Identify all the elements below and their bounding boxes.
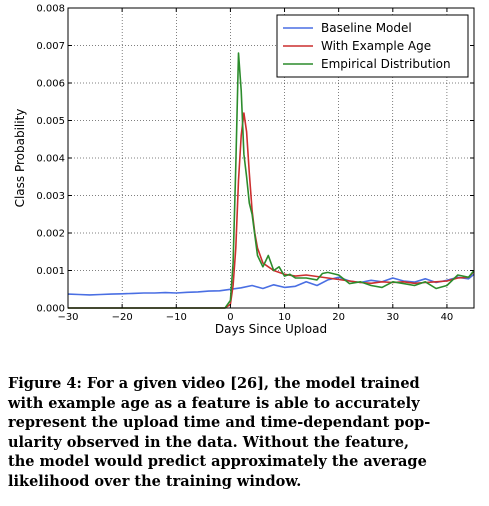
chart: −30 −20 −10 0 10 20 30 40 0.000 0.001 0.002 0.003 0.…: [13, 4, 475, 336]
caption-line: with example age as a feature is able to…: [8, 394, 420, 412]
series-line: [67, 273, 475, 296]
legend-label: Baseline Model: [321, 21, 412, 35]
y-tick-label: 0.008: [36, 4, 65, 15]
series-lines: [67, 52, 475, 309]
y-tick-label: 0.007: [36, 41, 65, 52]
x-tick-label: 40: [441, 312, 454, 323]
y-tick-label: 0.004: [36, 154, 65, 165]
legend-label: Empirical Distribution: [321, 57, 451, 71]
x-tick-label: 30: [386, 312, 399, 323]
legend-label: With Example Age: [321, 39, 431, 53]
x-tick-label: 0: [227, 312, 233, 323]
y-tick-label: 0.003: [36, 191, 65, 202]
figure-caption: Figure 4: For a given video [26], the mo…: [8, 374, 484, 491]
caption-line: represent the upload time and time-depen…: [8, 414, 431, 431]
legend: Baseline Model With Example Age Empirical …: [276, 14, 469, 78]
axis-ticks: −30 −20 −10 0 10 20 30 40 0.000 0.001 0.002 0.003 0.…: [36, 4, 474, 323]
series-line: [68, 52, 475, 309]
caption-line: the model would predict approximately th…: [8, 453, 427, 470]
caption-line: ularity observed in the data. Without th…: [8, 433, 410, 451]
grid: [67, 7, 474, 309]
x-tick-label: 10: [278, 312, 291, 323]
x-tick-label: −30: [57, 312, 78, 323]
x-axis-label: Days Since Upload: [215, 322, 327, 336]
y-tick-label: 0.006: [36, 79, 65, 90]
x-tick-label: −10: [166, 312, 187, 323]
x-tick-label: −20: [112, 312, 133, 323]
caption-line: Figure 4: For a given video [26], the mo…: [8, 375, 420, 392]
y-tick-label: 0.005: [36, 116, 65, 127]
caption-line: likelihood over the training window.: [8, 472, 302, 490]
y-tick-label: 0.000: [36, 304, 65, 315]
y-axis-label: Class Probability: [13, 109, 27, 208]
y-tick-label: 0.002: [36, 229, 65, 240]
series-line: [68, 112, 475, 309]
y-tick-label: 0.001: [36, 266, 65, 277]
x-tick-label: 20: [332, 312, 345, 323]
